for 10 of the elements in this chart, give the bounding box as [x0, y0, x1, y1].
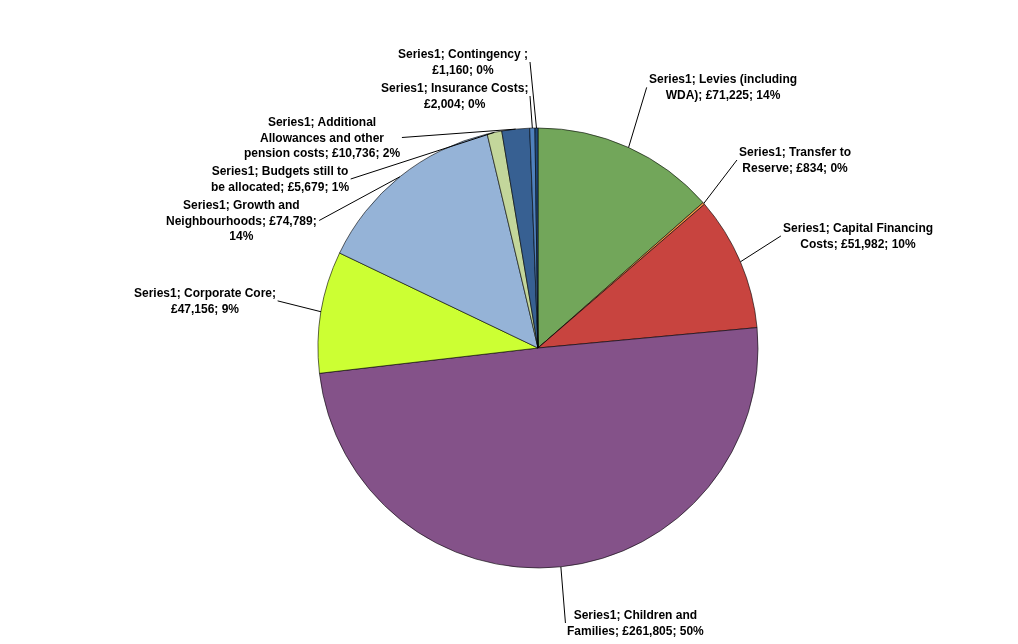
data-label: Series1; Budgets still to be allocated; £5,679; 1% [211, 164, 350, 194]
data-label: Series1; Growth and Neighbourhoods; £74,789; 14% [166, 198, 317, 244]
data-label: Series1; Transfer to Reserve; £834; 0% [739, 145, 852, 175]
data-label: Series1; Levies (including WDA); £71,225; 14% [649, 72, 798, 102]
data-label: Series1; Additional Allowances and other pension costs; £10,736; 2% [244, 115, 401, 161]
data-label: Series1; Insurance Costs; £2,004; 0% [381, 81, 529, 111]
data-label: Series1; Contingency ; £1,160; 0% [398, 47, 529, 77]
data-label: Series1; Children and Families; £261,805; 50% [567, 608, 705, 638]
data-label: Series1; Capital Financing Costs; £51,982; 10% [783, 221, 934, 251]
data-label: Series1; Corporate Core; £47,156; 9% [134, 286, 277, 316]
